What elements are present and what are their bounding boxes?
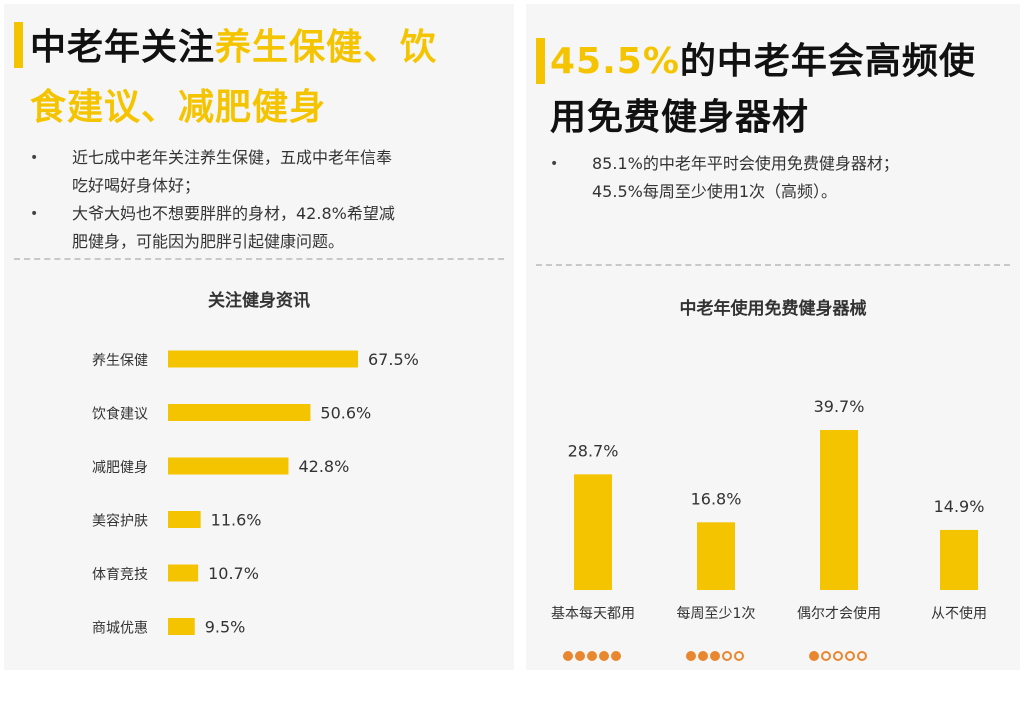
bar-1	[697, 522, 735, 590]
category-label: 体育竞技	[92, 566, 148, 583]
empty-dot-icon	[833, 651, 843, 661]
category-label: 养生保健	[92, 353, 148, 369]
left-accent-bar	[14, 22, 23, 68]
bar-3	[940, 529, 978, 590]
filled-dot-icon	[809, 651, 819, 661]
filled-dot-icon	[710, 651, 720, 661]
left-headline-dark: 中老年关注	[30, 27, 216, 68]
bar-1	[168, 404, 311, 421]
bar-2	[168, 457, 289, 475]
category-label: 基本每天都用	[551, 605, 635, 622]
bullet-text: 85.1%的中老年平时会使用免费健身器材； 45.5%每周至少使用1次（高频）。	[592, 150, 899, 206]
category-label: 每周至少1次	[677, 606, 756, 622]
category-label: 美容护肤	[92, 513, 148, 530]
bar-0	[168, 350, 358, 368]
bullet-text: 近七成中老年关注养生保健，五成中老年信奉 吃好喝好身体好；	[72, 144, 392, 200]
filled-dot-icon	[599, 651, 609, 661]
frequency-dot-group	[686, 651, 746, 665]
left-headline-line1: 中老年关注养生保健、饮	[30, 18, 437, 78]
right-panel: 45.5%的中老年会高频使 用免费健身器材 • 85.1%的中老年平时会使用免费…	[526, 4, 1020, 670]
value-label: 50.6%	[320, 404, 371, 423]
bullet-line: 近七成中老年关注养生保健，五成中老年信奉	[72, 148, 393, 167]
empty-dot-icon	[734, 651, 744, 661]
left-chart-title: 关注健身资讯	[208, 291, 310, 311]
empty-dot-icon	[857, 651, 867, 661]
horizontal-bar-chart: 养生保健 67.5% 饮食建议 50.6% 减肥健身 42.8% 美容护肤 11.6% 体育竞技…	[92, 350, 419, 637]
bar-2	[820, 430, 858, 590]
bullet-dot: •	[30, 206, 39, 222]
empty-dot-icon	[845, 651, 855, 661]
category-label: 商城优惠	[92, 621, 148, 637]
value-label: 11.6%	[211, 511, 262, 530]
left-bullet-2: • 大爷大妈也不想要胖胖的身材，42.8%希望减 肥健身，可能因为肥胖引起健康问…	[30, 200, 510, 256]
bullet-line: 85.1%的中老年平时会使用免费健身器材；	[592, 154, 899, 173]
right-accent-bar	[536, 38, 545, 84]
filled-dot-icon	[686, 651, 696, 661]
vertical-bar-chart: 28.7% 基本每天都用 16.8% 每周至少1次 39.7% 偶尔才会使用 14.9% 从不…	[551, 397, 987, 622]
bar-0	[574, 474, 612, 590]
value-label: 42.8%	[298, 457, 349, 476]
value-label: 39.7%	[814, 397, 865, 416]
left-bullet-1: • 近七成中老年关注养生保健，五成中老年信奉 吃好喝好身体好；	[30, 144, 510, 200]
filled-dot-icon	[575, 651, 585, 661]
bullet-line: 吃好喝好身体好；	[72, 176, 201, 195]
bullet-dot: •	[30, 150, 39, 166]
category-label: 偶尔才会使用	[797, 605, 881, 622]
right-headline-dark-2: 用免费健身器材	[550, 97, 810, 138]
right-headline-dark: 的中老年会高频使	[679, 41, 976, 82]
bullet-line: 大爷大妈也不想要胖胖的身材，42.8%希望减	[72, 204, 395, 223]
value-label: 14.9%	[934, 497, 985, 516]
filled-dot-icon	[698, 651, 708, 661]
filled-dot-icon	[611, 651, 621, 661]
right-headline-line2: 用免费健身器材	[550, 88, 809, 148]
bar-5	[168, 618, 195, 635]
bullet-dot: •	[550, 156, 559, 172]
frequency-dot-group	[563, 651, 623, 665]
left-headline-accent-2: 食建议、减肥健身	[30, 87, 327, 128]
bar-4	[168, 564, 199, 582]
bar-3	[168, 511, 201, 528]
left-headline-accent: 养生保健、饮	[215, 27, 438, 68]
right-chart-title: 中老年使用免费健身器械	[679, 299, 867, 319]
empty-dot-icon	[821, 651, 831, 661]
right-bullet-1: • 85.1%的中老年平时会使用免费健身器材； 45.5%每周至少使用1次（高频…	[550, 150, 1010, 206]
bullet-line: 肥健身，可能因为肥胖引起健康问题。	[72, 232, 345, 251]
filled-dot-icon	[563, 651, 573, 661]
frequency-dot-group	[809, 651, 869, 665]
right-headline-accent: 45.5%	[550, 41, 680, 82]
value-label: 67.5%	[368, 350, 419, 369]
value-label: 16.8%	[691, 489, 742, 508]
category-label: 从不使用	[931, 605, 987, 622]
filled-dot-icon	[587, 651, 597, 661]
category-label: 饮食建议	[92, 406, 148, 423]
left-headline-line2: 食建议、减肥健身	[30, 78, 326, 138]
bullet-line: 45.5%每周至少使用1次（高频）。	[592, 182, 838, 201]
right-divider	[536, 264, 1010, 266]
right-headline-line1: 45.5%的中老年会高频使	[550, 32, 976, 92]
empty-dot-icon	[722, 651, 732, 661]
value-label: 10.7%	[208, 564, 259, 583]
value-label: 9.5%	[205, 618, 246, 637]
left-divider	[14, 258, 504, 260]
value-label: 28.7%	[568, 441, 619, 460]
left-panel: 中老年关注养生保健、饮 食建议、减肥健身 • 近七成中老年关注养生保健，五成中老…	[4, 4, 514, 670]
bullet-text: 大爷大妈也不想要胖胖的身材，42.8%希望减 肥健身，可能因为肥胖引起健康问题。	[72, 200, 395, 256]
category-label: 减肥健身	[92, 460, 148, 476]
